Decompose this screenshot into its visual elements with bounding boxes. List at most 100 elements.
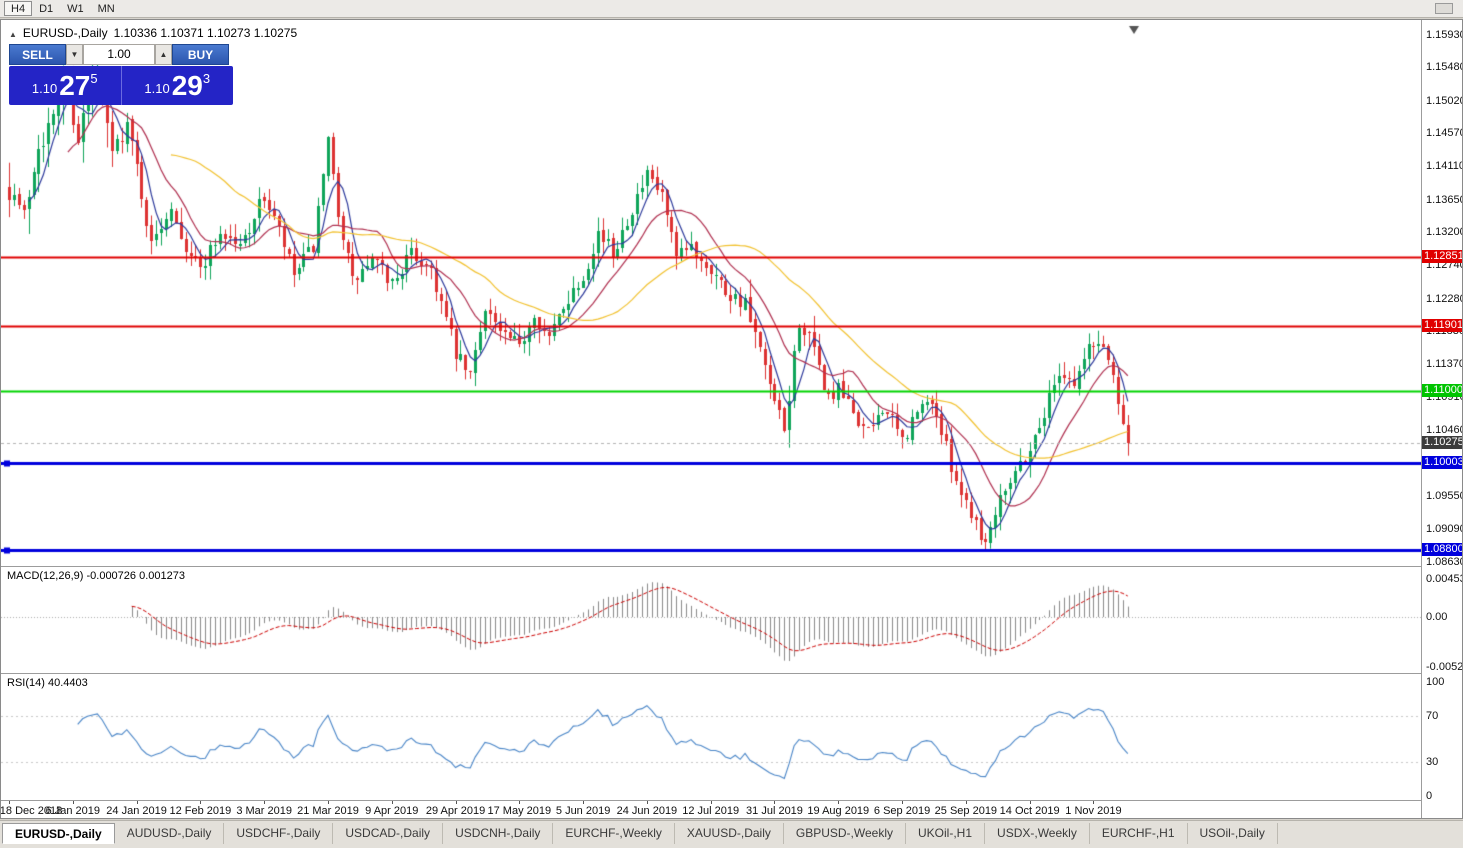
price-tick-label: 1.15930	[1426, 29, 1463, 41]
chart-window: ▲ EURUSD-,Daily 1.10336 1.10371 1.10273 …	[0, 19, 1463, 819]
chart-tab-bar: EURUSD-,Daily AUDUSD-,Daily USDCHF-,Daily U…	[0, 820, 1463, 848]
volume-decrease-icon[interactable]: ▼	[66, 44, 83, 65]
price-scale[interactable]: 1.15930 1.15480 1.15020 1.14570 1.14110 1.136…	[1421, 20, 1462, 818]
date-label: 29 Apr 2019	[425, 805, 486, 817]
date-label: 19 Aug 2019	[807, 805, 870, 817]
price-tag: 1.08800	[1422, 542, 1462, 556]
date-tick	[327, 801, 329, 804]
price-tick-label: 1.14570	[1426, 127, 1463, 140]
bid-price-panel[interactable]: 1.10 27 5	[9, 66, 122, 105]
rsi-scale-label: 100	[1426, 676, 1445, 688]
macd-pane: MACD(12,26,9) -0.000726 0.001273	[1, 567, 1421, 673]
price-tick-label: 1.15020	[1426, 94, 1463, 107]
date-label: 21 Mar 2019	[297, 805, 359, 817]
price-tick-label: 1.09550	[1426, 489, 1463, 502]
ask-pip-digit: 3	[202, 71, 211, 86]
chart-tab-usoil[interactable]: USOil-,Daily	[1188, 823, 1278, 844]
panel-separator[interactable]	[1, 673, 1462, 674]
price-tick-label: 1.15480	[1426, 61, 1463, 74]
price-chart-pane: ▲ EURUSD-,Daily 1.10336 1.10371 1.10273 …	[1, 20, 1421, 566]
chart-tab-usdcnh[interactable]: USDCNH-,Daily	[443, 823, 554, 844]
bid-big-digits: 27	[59, 69, 91, 101]
date-tick	[838, 801, 840, 804]
date-tick	[1093, 801, 1095, 804]
timeframe-buttons: H4 D1 W1 MN	[4, 1, 122, 16]
chart-tab-usdchf[interactable]: USDCHF-,Daily	[224, 823, 334, 844]
rsi-canvas[interactable]	[1, 674, 1421, 800]
window-restore-icon[interactable]	[1435, 3, 1453, 14]
rsi-pane: RSI(14) 40.4403	[1, 674, 1421, 800]
buy-button[interactable]: BUY	[172, 44, 229, 65]
chart-tab-xauusd[interactable]: XAUUSD-,Daily	[675, 823, 784, 844]
date-tick	[455, 801, 457, 804]
date-label: 3 Mar 2019	[236, 805, 292, 817]
one-click-trade-widget: SELL ▼ 1.00 ▲ BUY 1.10 27 5 1.10 29 3	[9, 44, 233, 105]
ask-prefix: 1.10	[144, 81, 170, 96]
date-label: 1 Nov 2019	[1065, 805, 1122, 817]
price-tick-label: 1.08630	[1426, 556, 1463, 568]
date-tick	[774, 801, 776, 804]
panel-separator	[1, 800, 1462, 801]
price-tag: 1.11000	[1422, 383, 1463, 397]
date-tick	[136, 801, 138, 804]
macd-scale-label: 0.00	[1426, 611, 1448, 623]
date-tick	[519, 801, 521, 804]
date-label: 24 Jan 2019	[106, 805, 167, 817]
price-tick-label: 1.13200	[1426, 226, 1463, 239]
rsi-scale-label: 0	[1426, 790, 1433, 802]
rsi-label: RSI(14) 40.4403	[7, 677, 88, 689]
chart-title: ▲ EURUSD-,Daily 1.10336 1.10371 1.10273 …	[9, 26, 297, 40]
volume-input[interactable]: 1.00	[83, 44, 155, 65]
timeframe-button-mn[interactable]: MN	[97, 3, 115, 15]
ask-price-panel[interactable]: 1.10 29 3	[122, 66, 234, 105]
rsi-scale-label: 70	[1426, 710, 1439, 723]
chart-tab-usdcad[interactable]: USDCAD-,Daily	[333, 823, 444, 844]
timeframe-button-d1[interactable]: D1	[39, 3, 54, 15]
price-tag: 1.11901	[1422, 318, 1463, 332]
bid-prefix: 1.10	[31, 81, 58, 96]
timeframe-toolbar: H4 D1 W1 MN	[0, 0, 1463, 18]
price-tag: 1.10003	[1422, 455, 1462, 469]
date-label: 24 Jun 2019	[616, 805, 678, 817]
date-label: 25 Sep 2019	[934, 805, 998, 817]
date-tick	[264, 801, 266, 804]
chart-tab-gbpusd[interactable]: GBPUSD-,Weekly	[784, 823, 907, 844]
time-axis[interactable]: 18 Dec 2018 6 Jan 2019 24 Jan 2019 12 Feb 2…	[1, 801, 1421, 818]
price-tick-label: 1.13650	[1426, 193, 1463, 206]
macd-values: -0.000726 0.001273	[86, 570, 185, 582]
date-label: 17 May 2019	[487, 805, 552, 817]
date-label: 6 Sep 2019	[873, 805, 931, 817]
price-tag: 1.10275	[1422, 436, 1462, 450]
date-label: 18 Dec 2018	[0, 805, 63, 817]
price-tick-label: 1.10460	[1426, 423, 1463, 436]
date-label: 6 Jan 2019	[45, 805, 100, 817]
chart-tab-ukoil[interactable]: UKOil-,H1	[906, 823, 986, 844]
date-tick	[965, 801, 967, 804]
date-tick	[646, 801, 648, 804]
date-label: 14 Oct 2019	[999, 805, 1060, 817]
price-tick-label: 1.12280	[1426, 292, 1463, 305]
date-label: 9 Apr 2019	[365, 805, 419, 817]
macd-scale-label: 0.004536	[1426, 573, 1462, 585]
price-tick-label: 1.14110	[1426, 160, 1463, 173]
chart-tab-audusd[interactable]: AUDUSD-,Daily	[115, 823, 225, 844]
date-tick	[583, 801, 585, 804]
date-tick	[72, 801, 74, 804]
macd-canvas[interactable]	[1, 567, 1421, 673]
timeframe-button-w1[interactable]: W1	[67, 3, 84, 15]
title-marker-icon: ▲	[9, 30, 17, 39]
date-tick	[902, 801, 904, 804]
chart-tab-eurchf[interactable]: EURCHF-,H1	[1090, 823, 1188, 844]
chart-tab-eurusd[interactable]: EURUSD-,Daily	[2, 823, 115, 844]
chart-tab-usdx[interactable]: USDX-,Weekly	[985, 823, 1090, 844]
chart-tab-eurchf[interactable]: EURCHF-,Weekly	[553, 823, 675, 844]
rsi-name: RSI(14)	[7, 677, 45, 689]
date-label: 12 Jul 2019	[682, 805, 740, 817]
macd-scale-label: -0.005205	[1426, 661, 1463, 673]
timeframe-button-h4[interactable]: H4	[4, 1, 33, 16]
panel-separator[interactable]	[1, 566, 1462, 567]
date-label: 31 Jul 2019	[746, 805, 803, 817]
price-chart-canvas[interactable]	[1, 20, 1421, 566]
volume-increase-icon[interactable]: ▲	[155, 44, 172, 65]
sell-button[interactable]: SELL	[9, 44, 66, 65]
